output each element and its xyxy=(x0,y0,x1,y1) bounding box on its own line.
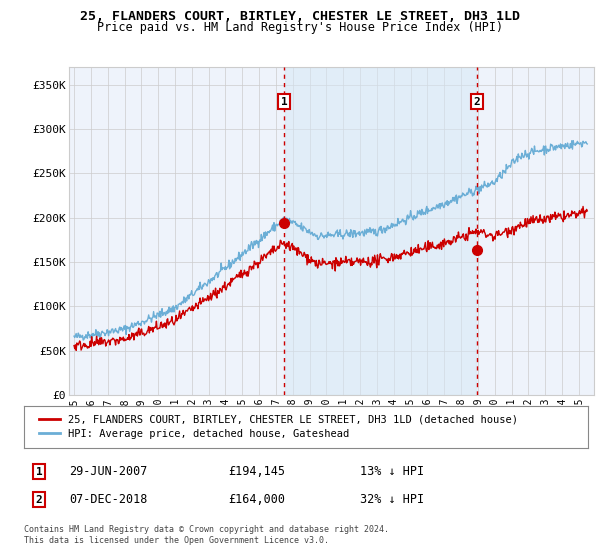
Text: Contains HM Land Registry data © Crown copyright and database right 2024.
This d: Contains HM Land Registry data © Crown c… xyxy=(24,525,389,545)
Text: 13% ↓ HPI: 13% ↓ HPI xyxy=(360,465,424,478)
Text: Price paid vs. HM Land Registry's House Price Index (HPI): Price paid vs. HM Land Registry's House … xyxy=(97,21,503,34)
Text: 2: 2 xyxy=(35,494,43,505)
Text: 32% ↓ HPI: 32% ↓ HPI xyxy=(360,493,424,506)
Text: 1: 1 xyxy=(281,96,287,106)
Text: £164,000: £164,000 xyxy=(228,493,285,506)
Text: 25, FLANDERS COURT, BIRTLEY, CHESTER LE STREET, DH3 1LD: 25, FLANDERS COURT, BIRTLEY, CHESTER LE … xyxy=(80,10,520,23)
Legend: 25, FLANDERS COURT, BIRTLEY, CHESTER LE STREET, DH3 1LD (detached house), HPI: A: 25, FLANDERS COURT, BIRTLEY, CHESTER LE … xyxy=(35,410,523,444)
Text: 07-DEC-2018: 07-DEC-2018 xyxy=(69,493,148,506)
Text: 29-JUN-2007: 29-JUN-2007 xyxy=(69,465,148,478)
Text: 2: 2 xyxy=(473,96,480,106)
Text: 1: 1 xyxy=(35,466,43,477)
Text: £194,145: £194,145 xyxy=(228,465,285,478)
